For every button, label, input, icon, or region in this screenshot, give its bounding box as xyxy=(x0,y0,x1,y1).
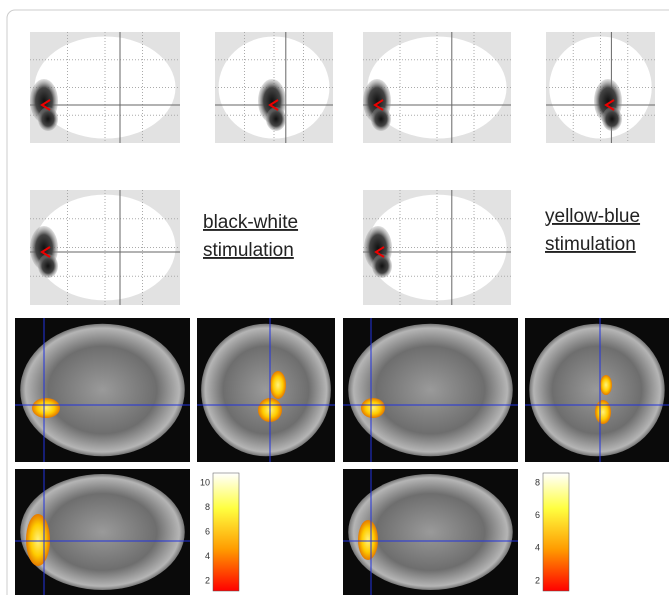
marker xyxy=(40,99,51,111)
activation xyxy=(26,514,50,566)
marker xyxy=(373,99,384,111)
activation xyxy=(372,254,392,278)
colorbar-tick: 6 xyxy=(205,526,210,536)
colorbar-tick: 10 xyxy=(200,477,210,487)
activation xyxy=(595,400,611,424)
marker xyxy=(40,246,51,258)
marker xyxy=(268,99,279,111)
activation xyxy=(38,254,58,278)
activation xyxy=(270,371,286,399)
colorbar xyxy=(542,472,570,592)
mri-head xyxy=(348,474,513,590)
colorbar-tick: 2 xyxy=(205,575,210,585)
label-line: black-white xyxy=(203,212,298,233)
label-line: stimulation xyxy=(545,234,636,255)
activation xyxy=(38,107,58,131)
colorbar-tick: 8 xyxy=(205,502,210,512)
colorbar-tick: 4 xyxy=(205,551,210,561)
colorbar-tick: 6 xyxy=(535,510,540,520)
colorbar xyxy=(212,472,240,592)
marker xyxy=(374,246,385,258)
mri-head xyxy=(348,323,513,457)
frame xyxy=(6,9,669,595)
mri-head xyxy=(201,323,331,457)
mri-head xyxy=(20,323,185,457)
activation xyxy=(32,398,60,418)
activation xyxy=(600,375,612,395)
colorbar-tick: 2 xyxy=(535,575,540,585)
label-line: stimulation xyxy=(203,240,294,261)
label-line: yellow-blue xyxy=(545,206,640,227)
activation xyxy=(361,398,385,418)
activation xyxy=(371,107,391,131)
mri-head xyxy=(529,323,665,457)
mri-head xyxy=(20,474,185,590)
brain-outline xyxy=(367,36,507,139)
activation xyxy=(266,107,286,131)
activation xyxy=(358,520,378,560)
colorbar-tick: 4 xyxy=(535,543,540,553)
marker xyxy=(604,99,615,111)
colorbar-tick: 8 xyxy=(535,477,540,487)
activation xyxy=(602,107,622,131)
